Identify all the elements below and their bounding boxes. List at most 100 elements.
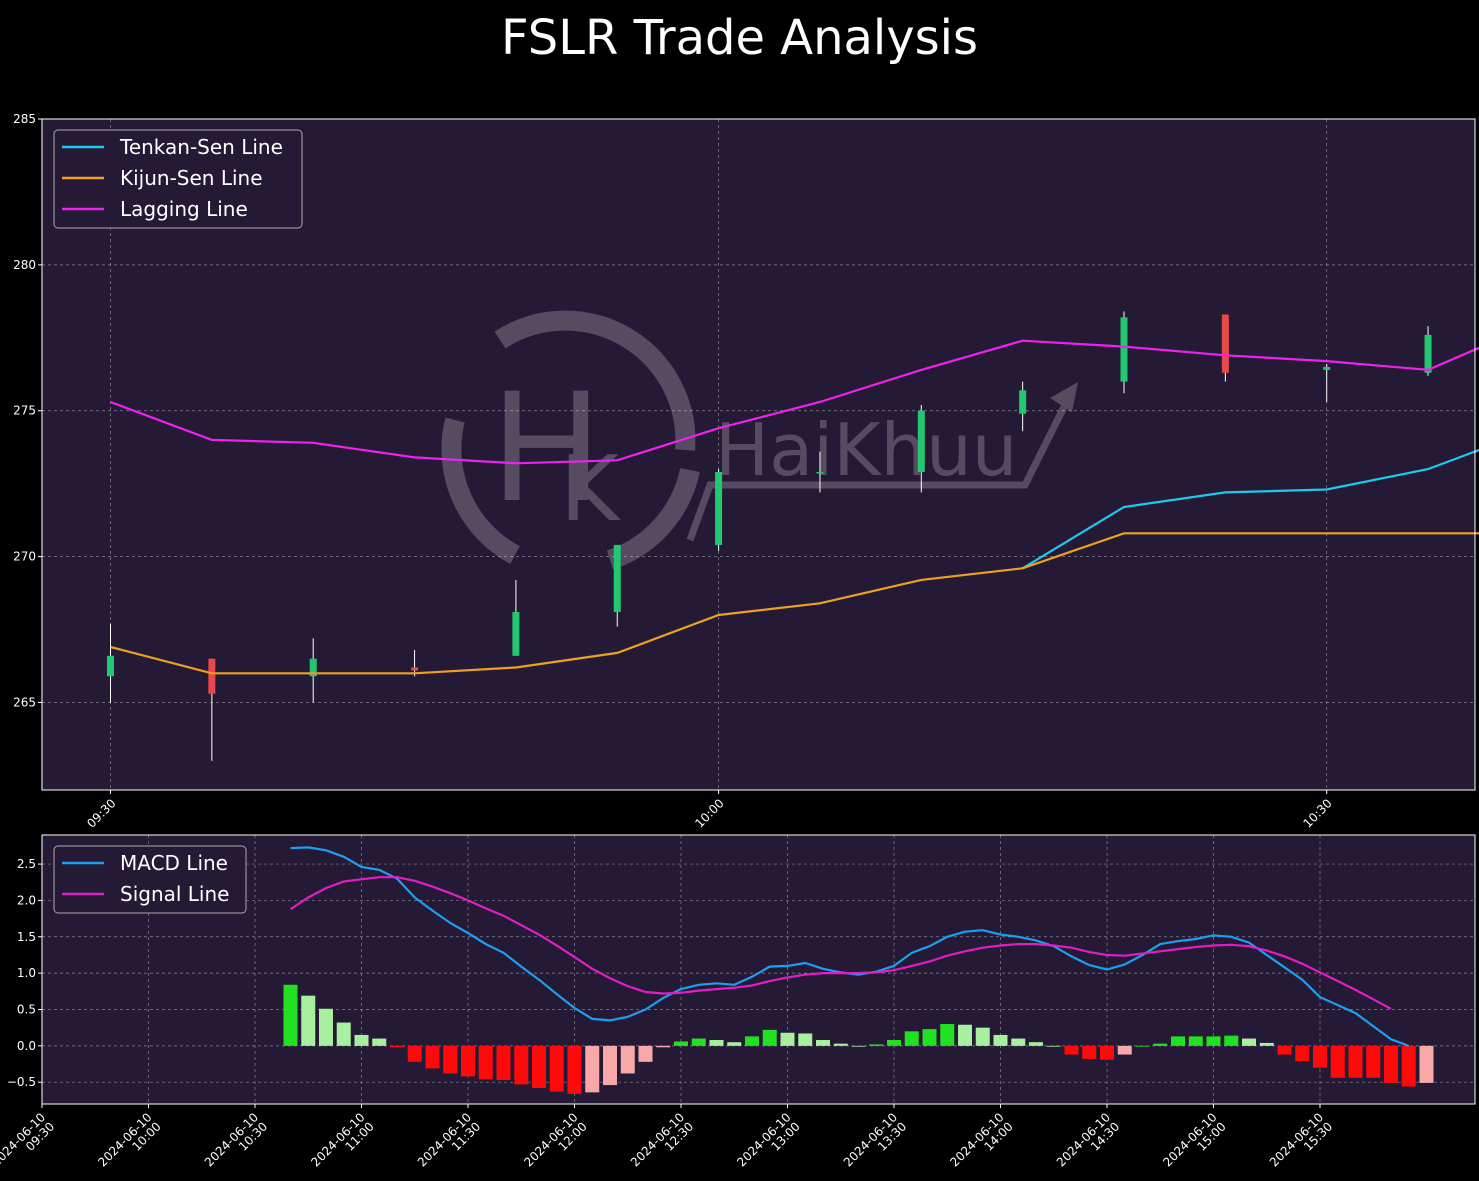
candle-up [1019,390,1027,414]
price-legend-box [53,129,303,229]
histogram-bar [958,1024,972,1046]
histogram-bar [1100,1045,1114,1060]
histogram-bar [1419,1045,1434,1083]
histogram-bar [514,1045,529,1085]
macd-x-tick-label: 2024-06-1013:30 [841,1110,909,1178]
histogram-bar [1117,1045,1132,1055]
macd-panel: −0.5 0.0 0.5 1.0 1.5 2.0 2.5 2024-06-1009:30 202… [0,834,1476,1178]
watermark-k-letter: K [560,437,621,542]
histogram-bar [372,1038,387,1046]
histogram-bar [851,1045,866,1047]
histogram-bar [1153,1043,1168,1046]
macd-x-tick-label: 2024-06-1015:30 [1267,1110,1335,1178]
histogram-bar [1259,1042,1274,1046]
histogram-bar [336,1022,351,1046]
histogram-bar [1171,1036,1185,1046]
histogram-bar [407,1045,422,1062]
histogram-bar [940,1024,955,1046]
histogram-bar [869,1044,884,1046]
histogram-bar [1366,1045,1381,1078]
price-panel: H K HaiKhuu 265 270 275 280 285 09:30 10:00 10:… [13,112,1479,831]
candle-down [1221,314,1229,373]
candle-up [107,655,114,677]
macd-legend-label: Signal Line [120,882,229,906]
price-y-tick-label: 280 [13,258,36,272]
macd-x-tick-label: 2024-06-1011:30 [415,1110,483,1178]
price-legend: Tenkan-Sen Line Kijun-Sen Line Lagging Lin… [53,129,303,229]
histogram-bar [727,1042,742,1046]
macd-x-tick-label: 2024-06-1014:30 [1054,1110,1122,1178]
candle-down [411,667,419,671]
macd-panel-frame [41,834,1476,1105]
histogram-bar [1046,1045,1061,1047]
histogram-bar [922,1029,937,1046]
histogram-bar [567,1045,582,1094]
macd-y-tick-label: 0.0 [17,1039,36,1053]
macd-y-tick-label: −0.5 [7,1075,36,1089]
histogram-bar [674,1041,688,1046]
macd-x-tick-label: 2024-06-1009:30 [0,1110,57,1178]
histogram-bar [1384,1045,1398,1083]
histogram-bar [496,1045,511,1081]
price-x-tick-label: 10:30 [1300,796,1334,830]
histogram-bar [603,1045,617,1086]
macd-x-tick-label: 2024-06-1010:00 [95,1110,163,1178]
histogram-bar [993,1034,1008,1046]
histogram-bar [833,1043,848,1046]
price-panel-background [42,119,1475,790]
histogram-bar [283,984,298,1046]
price-legend-label: Lagging Line [120,197,248,221]
histogram-bar [762,1029,777,1046]
histogram-bar [1188,1036,1203,1046]
macd-legend: MACD Line Signal Line [53,845,247,914]
macd-x-tick-label: 2024-06-1010:30 [202,1110,270,1178]
macd-y-tick-label: 1.0 [17,966,36,980]
histogram-bar [798,1033,813,1046]
candle-up [309,658,317,677]
price-legend-label: Tenkan-Sen Line [119,135,283,159]
histogram-bar [443,1045,458,1074]
macd-x-tick-label: 2024-06-1012:00 [521,1110,589,1178]
histogram-bar [1242,1038,1256,1046]
macd-x-tick-label: 2024-06-1012:30 [628,1110,696,1178]
histogram-bar [709,1040,724,1046]
histogram-bar [1206,1036,1221,1046]
histogram-bar [1348,1045,1363,1078]
macd-panel-background [42,835,1475,1104]
price-y-tick-label: 265 [13,695,36,709]
histogram-bar [549,1045,564,1092]
histogram-bar [620,1045,635,1074]
candle-up [917,410,925,473]
series-line-1 [110,532,1479,675]
candle-up [613,544,621,613]
macd-y-tick-label: 0.5 [17,1002,36,1016]
histogram-bar [1082,1045,1097,1059]
watermark-logo: H K HaiKhuu [441,310,1078,570]
histogram-bar [1029,1042,1043,1046]
histogram-bar [904,1031,919,1046]
macd-x-tick-label: 2024-06-1015:00 [1160,1110,1228,1178]
price-y-tick-label: 270 [13,550,36,564]
histogram-bar [1330,1045,1345,1078]
histogram-bar [1277,1045,1292,1055]
histogram-bar [1224,1035,1239,1046]
histogram-bar [1064,1045,1079,1055]
histogram-bar [780,1032,795,1046]
histogram-bar [478,1045,493,1080]
histogram-bar [1313,1045,1327,1068]
chart-title: FSLR Trade Analysis [500,10,979,66]
histogram-bar [301,995,316,1046]
histogram-bar [354,1034,369,1046]
histogram-bar [1295,1045,1310,1062]
candle-up [1120,317,1128,382]
candle-up [1323,366,1331,370]
candle-up [512,612,520,656]
signal-line [289,876,1392,1010]
histogram-bar [319,1008,333,1046]
series-line-2 [110,339,1479,465]
watermark-text: HaiKhuu [715,408,1017,492]
histogram-bar [1401,1045,1416,1087]
histogram-bar [585,1045,600,1093]
price-panel-frame [41,118,1476,791]
